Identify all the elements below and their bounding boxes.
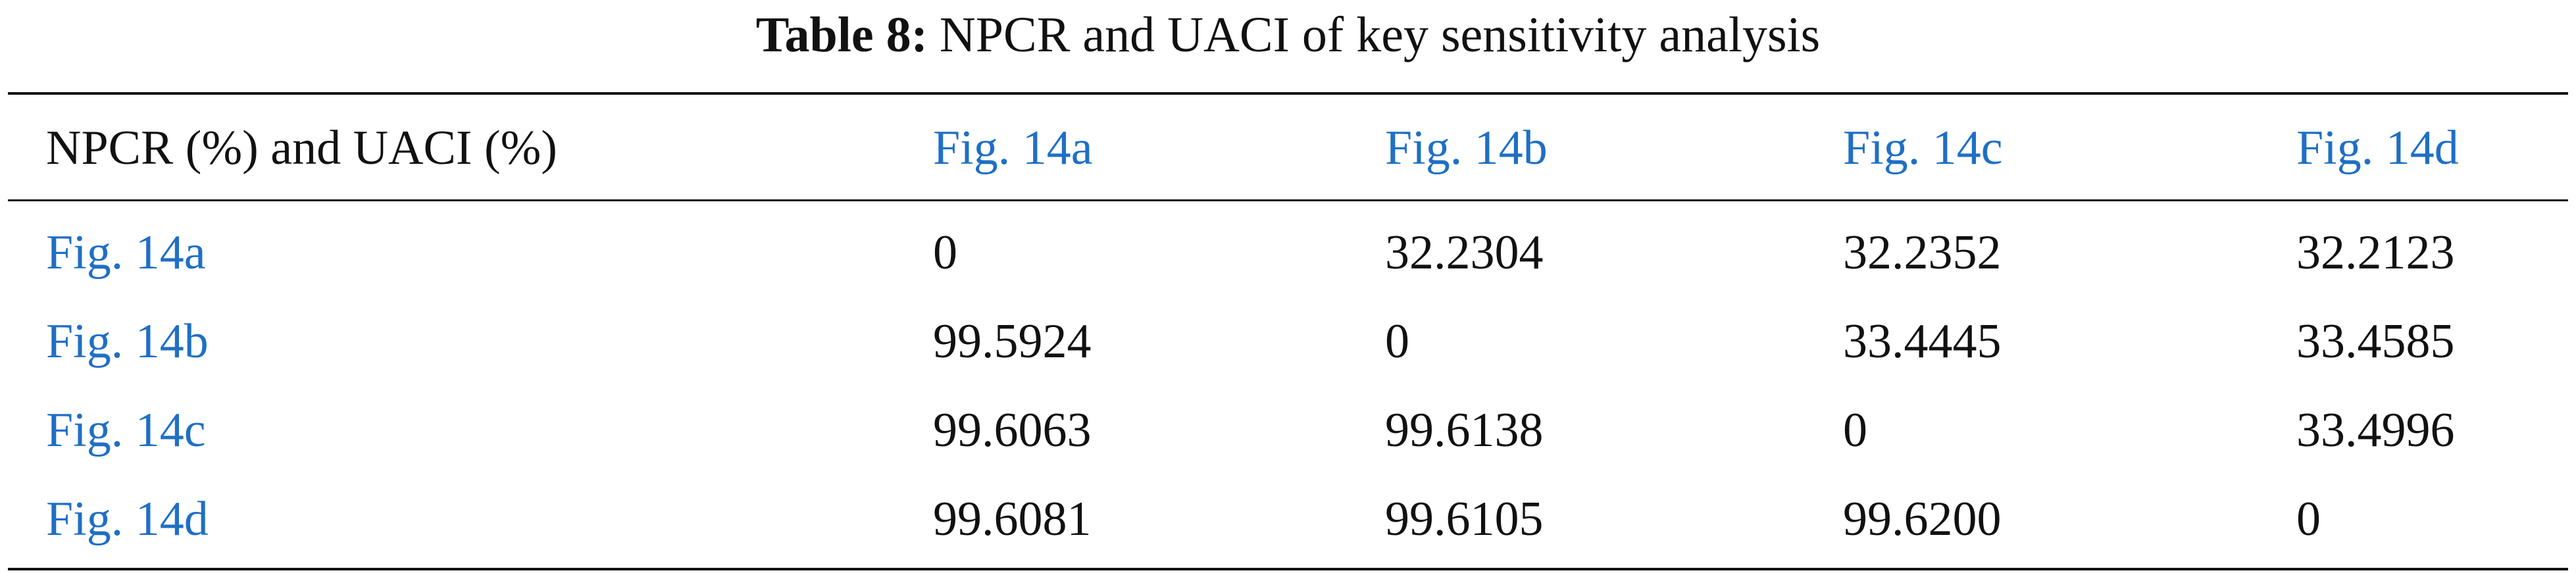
- table-cell: 99.6138: [1385, 403, 1544, 457]
- table-cell: 0: [933, 226, 957, 280]
- row-label[interactable]: Fig. 14b: [46, 315, 209, 368]
- table-cell: 0: [1843, 403, 1867, 457]
- table-cell: 99.5924: [933, 315, 1092, 368]
- header-cell[interactable]: Fig. 14c: [1843, 121, 2003, 175]
- header-cell: NPCR (%) and UACI (%): [46, 121, 557, 175]
- table-title: Table 8: NPCR and UACI of key sensitivity…: [0, 5, 2576, 64]
- table-cell: 32.2123: [2296, 226, 2455, 280]
- header-rule: [8, 199, 2568, 201]
- table-cell: 32.2352: [1843, 226, 2002, 280]
- bottom-rule: [8, 568, 2568, 570]
- table-cell: 99.6063: [933, 403, 1092, 457]
- top-rule: [8, 92, 2568, 95]
- table-cell: 99.6105: [1385, 492, 1544, 546]
- table-cell: 32.2304: [1385, 226, 1544, 280]
- header-cell[interactable]: Fig. 14a: [933, 121, 1093, 175]
- row-label[interactable]: Fig. 14c: [46, 403, 206, 457]
- header-cell[interactable]: Fig. 14b: [1385, 121, 1548, 175]
- table-cell: 33.4585: [2296, 315, 2455, 368]
- table-caption: NPCR and UACI of key sensitivity analysi…: [939, 7, 1821, 63]
- row-label[interactable]: Fig. 14a: [46, 226, 206, 280]
- header-cell[interactable]: Fig. 14d: [2296, 121, 2459, 175]
- row-label[interactable]: Fig. 14d: [46, 492, 209, 546]
- table-cell: 0: [2296, 492, 2321, 546]
- table-cell: 99.6081: [933, 492, 1092, 546]
- table-number: Table 8:: [755, 7, 928, 63]
- table-cell: 33.4445: [1843, 315, 2002, 368]
- table-cell: 33.4996: [2296, 403, 2455, 457]
- table-cell: 0: [1385, 315, 1409, 368]
- table-cell: 99.6200: [1843, 492, 2002, 546]
